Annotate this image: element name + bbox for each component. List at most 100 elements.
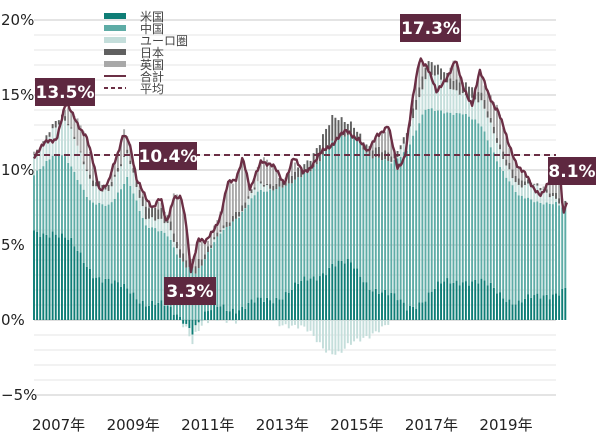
bar-segment-euro-negative — [272, 320, 275, 321]
bar-segment-euro-negative — [331, 320, 334, 355]
bar-segment-uk — [514, 160, 517, 176]
bar-segment-euro-negative — [328, 320, 331, 351]
bar-segment-euro — [36, 152, 39, 171]
bar-segment-us — [415, 309, 418, 320]
bar-segment-euro-negative — [318, 320, 321, 343]
bar-segment-euro-negative — [231, 320, 234, 321]
bar-segment-us — [219, 306, 222, 320]
bar-segment-us — [374, 288, 377, 320]
bar-segment-japan — [169, 221, 172, 231]
bar-segment-euro — [175, 248, 178, 255]
bar-segment-uk — [92, 164, 94, 181]
bar-segment-us — [530, 297, 533, 320]
legend-label-japan: 日本 — [140, 46, 164, 60]
bar-segment-japan — [110, 181, 113, 187]
bar-segment-china — [502, 170, 505, 299]
bar-segment-japan — [300, 169, 303, 178]
bar-segment-euro — [238, 216, 241, 218]
bar-segment-japan — [213, 237, 216, 240]
bar-segment-uk — [126, 136, 129, 150]
x-tick-label: 2015年 — [330, 416, 383, 434]
bar-segment-china — [530, 199, 533, 298]
bar-segment-euro — [138, 197, 141, 211]
bar-segment-euro — [172, 241, 175, 248]
bar-segment-us — [272, 303, 275, 320]
bar-segment-china — [477, 123, 480, 284]
x-tick-label: 2017年 — [405, 416, 458, 434]
bar-segment-us — [536, 293, 539, 320]
bar-segment-china — [353, 136, 355, 269]
bar-segment-euro — [241, 211, 244, 212]
bar-segment-us — [303, 276, 306, 320]
bar-segment-euro-negative — [381, 320, 383, 327]
bar-segment-china — [514, 191, 517, 305]
bar-segment-uk — [381, 131, 383, 153]
bar-segment-uk — [123, 129, 126, 156]
bar-segment-japan — [353, 127, 355, 137]
bar-segment-euro — [151, 217, 154, 228]
callout-label: 3.3% — [166, 282, 213, 302]
bar-segment-china — [399, 156, 402, 300]
bar-segment-us — [306, 280, 309, 320]
bar-segment-us — [247, 302, 250, 320]
bar-segment-us — [64, 237, 67, 320]
bar-segment-uk — [418, 62, 421, 88]
bar-segment-china — [107, 204, 110, 279]
bar-segment-china — [287, 183, 290, 293]
legend-label-average: 平均 — [140, 82, 164, 96]
bar-segment-euro-negative — [315, 320, 318, 343]
bar-segment-euro — [45, 140, 48, 161]
bar-segment-japan — [306, 160, 309, 172]
bar-segment-us — [430, 291, 433, 320]
bar-segment-us — [88, 268, 91, 320]
bar-segment-us — [371, 291, 374, 320]
bar-segment-euro — [505, 165, 508, 178]
bar-segment-china — [281, 187, 284, 300]
bar-segment-us — [461, 282, 464, 320]
bar-segment-euro-negative — [235, 320, 237, 324]
bar-segment-china — [436, 110, 439, 282]
bar-segment-japan — [73, 136, 76, 140]
bar-segment-china — [275, 189, 278, 298]
bar-segment-uk — [256, 167, 259, 182]
bar-segment-euro — [148, 218, 150, 228]
bar-segment-euro — [120, 166, 122, 190]
bar-segment-us-negative — [194, 320, 197, 326]
bar-segment-china — [95, 204, 98, 278]
bar-segment-us — [135, 299, 138, 320]
bar-segment-china — [499, 167, 502, 293]
bar-segment-china — [396, 158, 399, 301]
bar-segment-euro — [144, 219, 147, 226]
bar-segment-euro-negative — [182, 323, 185, 328]
bar-segment-japan — [381, 152, 383, 161]
bar-segment-china — [461, 114, 464, 283]
bar-segment-euro — [57, 124, 60, 156]
legend-swatch-japan — [104, 49, 126, 55]
bar-segment-euro — [443, 80, 446, 114]
bar-segment-euro — [85, 171, 88, 197]
bar-segment-euro-negative — [203, 320, 206, 321]
bar-segment-euro — [64, 120, 67, 157]
bar-segment-us — [433, 288, 436, 320]
bar-segment-japan — [216, 232, 219, 237]
bar-segment-euro — [98, 187, 101, 203]
bar-segment-euro-negative — [365, 320, 368, 337]
bar-segment-euro-negative — [194, 325, 197, 332]
bar-segment-china — [213, 242, 216, 304]
bar-segment-us — [523, 298, 526, 320]
bar-segment-china — [309, 171, 312, 279]
bar-segment-us — [92, 278, 94, 320]
bar-segment-us — [70, 237, 73, 320]
bar-segment-euro — [79, 152, 82, 185]
legend-label-uk: 英国 — [140, 58, 164, 72]
bar-segment-china — [536, 201, 539, 294]
bar-segment-china — [76, 179, 79, 251]
bar-segment-euro — [219, 231, 222, 234]
bar-segment-euro — [222, 228, 225, 230]
bar-segment-us — [154, 304, 157, 320]
bar-segment-us — [104, 278, 107, 320]
bar-segment-china — [169, 239, 172, 307]
legend-label-china: 中国 — [140, 21, 164, 36]
bar-segment-china — [505, 177, 508, 303]
bar-segment-china — [356, 139, 359, 269]
